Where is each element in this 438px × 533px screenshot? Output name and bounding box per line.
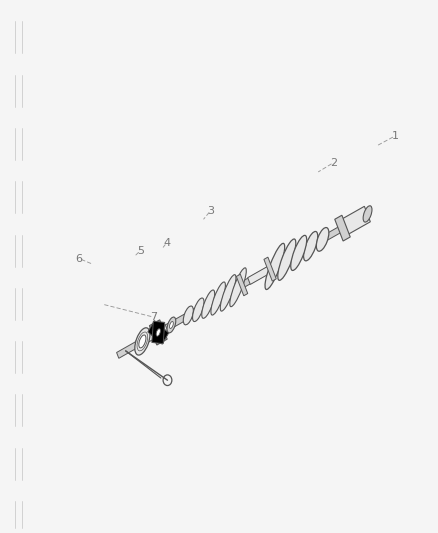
- Text: 7: 7: [150, 312, 157, 322]
- Text: 6: 6: [75, 254, 82, 263]
- Ellipse shape: [167, 317, 175, 333]
- Ellipse shape: [134, 328, 150, 355]
- Ellipse shape: [201, 290, 214, 318]
- Polygon shape: [334, 215, 350, 241]
- Ellipse shape: [183, 306, 193, 325]
- Text: 5: 5: [137, 246, 144, 255]
- Ellipse shape: [265, 244, 284, 289]
- Text: 2: 2: [329, 158, 336, 167]
- Ellipse shape: [169, 321, 173, 328]
- Polygon shape: [135, 325, 167, 348]
- Polygon shape: [148, 321, 168, 344]
- Polygon shape: [117, 217, 357, 358]
- Polygon shape: [152, 321, 164, 344]
- Ellipse shape: [229, 268, 246, 306]
- Text: 4: 4: [163, 238, 170, 247]
- Polygon shape: [263, 257, 276, 281]
- Ellipse shape: [138, 335, 145, 348]
- Polygon shape: [247, 262, 278, 285]
- Polygon shape: [149, 320, 167, 345]
- Text: 1: 1: [391, 131, 398, 141]
- Polygon shape: [236, 274, 247, 296]
- Polygon shape: [342, 206, 370, 234]
- Ellipse shape: [210, 282, 225, 315]
- Text: 3: 3: [207, 206, 214, 215]
- Ellipse shape: [290, 236, 306, 270]
- Ellipse shape: [362, 206, 371, 222]
- Ellipse shape: [277, 239, 295, 280]
- Ellipse shape: [303, 231, 317, 261]
- Ellipse shape: [156, 329, 160, 336]
- Ellipse shape: [192, 298, 204, 321]
- Ellipse shape: [316, 228, 328, 251]
- Ellipse shape: [220, 274, 235, 311]
